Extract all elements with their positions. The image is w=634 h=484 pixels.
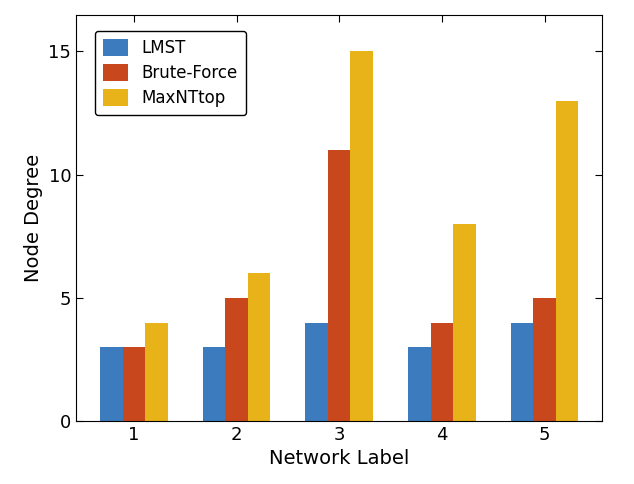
Bar — [408, 347, 430, 421]
Bar — [533, 298, 556, 421]
Bar — [122, 347, 145, 421]
Bar — [203, 347, 225, 421]
Bar — [556, 101, 578, 421]
Bar — [248, 273, 271, 421]
Bar — [306, 322, 328, 421]
Bar — [510, 322, 533, 421]
Y-axis label: Node Degree: Node Degree — [24, 154, 42, 282]
Legend: LMST, Brute-Force, MaxNTtop: LMST, Brute-Force, MaxNTtop — [95, 31, 246, 116]
Bar — [351, 51, 373, 421]
Bar — [453, 224, 476, 421]
X-axis label: Network Label: Network Label — [269, 450, 410, 469]
Bar — [100, 347, 122, 421]
Bar — [225, 298, 248, 421]
Bar — [430, 322, 453, 421]
Bar — [145, 322, 168, 421]
Bar — [328, 150, 351, 421]
